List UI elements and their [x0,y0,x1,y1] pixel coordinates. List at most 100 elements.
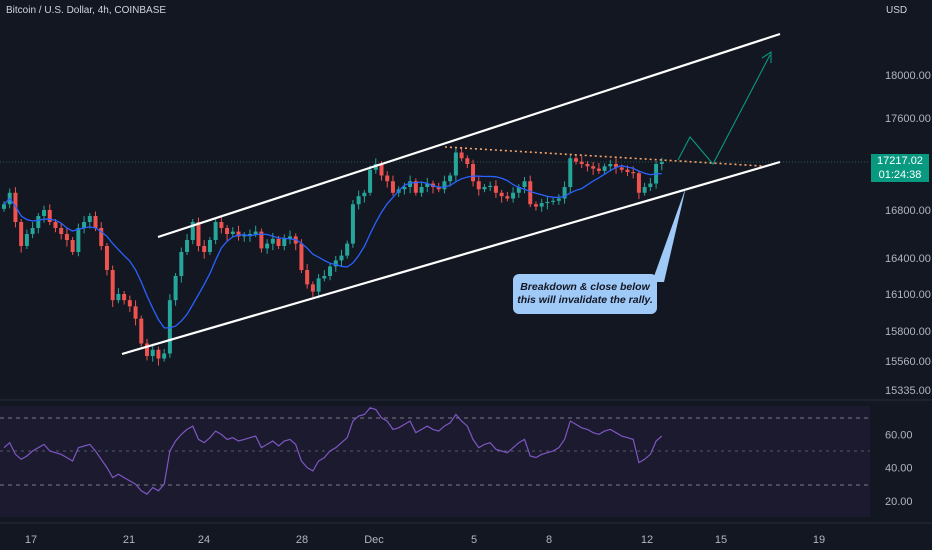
bar-countdown: 01:24:38 [878,169,922,181]
candle-body [122,294,127,301]
candle-body [539,203,544,207]
candle-body [390,181,395,193]
candle-body [288,236,292,239]
candle-body [516,187,521,193]
candle-body [562,187,567,199]
candle-body [356,196,361,205]
candle-body [64,234,69,240]
candle-body [528,181,533,205]
candle-body [419,187,424,193]
candle-body [70,240,75,252]
rsi-tick-label: 40.00 [885,463,913,475]
candle-body [162,353,167,359]
price-tick-label: 16400.00 [885,253,931,265]
time-tick-label: 5 [471,534,477,546]
candle-body [585,164,590,167]
candle-body [551,200,556,202]
time-tick-label: 15 [715,534,727,546]
rsi-axis[interactable]: 60.00 40.00 20.00 [885,429,913,507]
candle-body [579,161,584,164]
candle-body [316,278,321,292]
candle-body [636,173,641,193]
candle-body [42,210,47,216]
last-price-tag: 17217.02 01:24:38 [871,154,929,182]
candle-body [76,228,81,252]
candle-body [190,222,195,240]
candle-body [505,196,510,199]
annotation-pointer [652,187,686,282]
candle-body [328,266,333,276]
time-tick-label: 17 [25,534,37,546]
candle-body [619,167,624,170]
candle-body [659,162,664,164]
price-tick-label: 17600.00 [885,113,931,125]
candle-body [30,228,35,234]
candle-body [596,168,601,171]
candle-body [545,201,550,204]
candle-body [207,240,212,252]
time-tick-label: 12 [641,534,653,546]
candle-body [242,235,247,237]
price-axis[interactable]: 18000.00 17600.00 16800.00 16400.00 16100.00… [885,70,931,397]
time-axis[interactable]: 17 21 24 28 Dec 5 8 12 15 19 [25,534,825,546]
candle-body [179,252,184,276]
candle-body [99,228,104,246]
price-tick-label: 15335.00 [885,385,931,397]
candle-body [156,349,161,359]
candle-body [322,276,327,279]
candle-body [574,158,578,162]
time-tick-label: Dec [364,534,384,546]
candle-body [631,172,636,174]
candle-body [225,228,230,234]
candle-body [150,349,155,356]
candle-body [333,260,338,267]
candle-body [591,166,596,169]
candle-body [173,276,178,301]
candle-body [642,187,647,193]
price-tick-label: 18000.00 [885,70,931,82]
candle-body [482,187,487,190]
candle-body [648,183,653,187]
currency-label: USD [886,5,908,16]
resistance-line [444,146,763,167]
candle-body [253,231,258,234]
candle-body [24,234,29,246]
candle-body [276,238,281,246]
last-price-value: 17217.02 [877,155,923,167]
candle-body [493,185,498,193]
candle-body [299,243,304,270]
projection-arrowhead [761,50,772,63]
candle-body [625,169,630,173]
channel-upper-line [157,32,781,239]
candle-body [270,238,275,244]
candle-body [402,187,407,190]
annotation-callout[interactable]: Breakdown & close below this will invali… [513,274,657,314]
candle-body [127,300,132,307]
time-tick-label: 28 [296,534,308,546]
candle-body [82,222,87,228]
candle-body [499,192,504,197]
candle-body [385,175,390,182]
candle-body [265,243,270,249]
candle-body [471,164,476,182]
candle-body [247,234,252,236]
candle-body [453,152,458,176]
candle-body [408,181,413,187]
candle-body [93,216,98,228]
candle-body [413,181,418,193]
candle-body [110,270,115,301]
candle-body [196,222,201,246]
candle-body [133,306,138,319]
price-tick-label: 15800.00 [885,326,931,338]
candle-body [47,210,52,222]
candle-body [436,187,441,190]
candle-body [310,284,315,292]
candle-body [339,255,344,261]
rsi-panel [0,406,870,517]
candle-body [19,222,24,246]
candle-body [556,198,561,201]
candle-body [219,222,224,228]
channel-lower-line [121,160,781,356]
candle-body [59,228,64,234]
